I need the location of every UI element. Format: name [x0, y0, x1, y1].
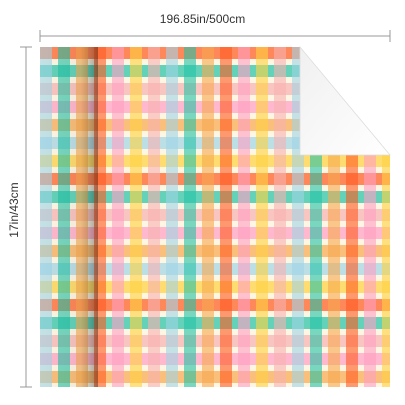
stripe-vertical	[166, 47, 178, 387]
corner-fold	[299, 45, 391, 156]
paper-roll	[40, 47, 98, 387]
stripe-vertical	[238, 47, 250, 387]
height-dimension-line	[20, 46, 32, 388]
width-dimension-label: 196.85in/500cm	[159, 12, 246, 26]
stripe-vertical	[256, 47, 268, 387]
stripe-vertical	[202, 47, 214, 387]
stripe-vertical	[382, 47, 390, 387]
stripe-vertical	[148, 47, 160, 387]
stripe-vertical	[130, 47, 142, 387]
stripe-vertical	[184, 47, 196, 387]
width-dimension-line	[39, 30, 391, 42]
stripe-horizontal	[40, 389, 390, 401]
stripe-vertical	[274, 47, 286, 387]
stripe-vertical	[220, 47, 232, 387]
stripe-vertical	[112, 47, 124, 387]
